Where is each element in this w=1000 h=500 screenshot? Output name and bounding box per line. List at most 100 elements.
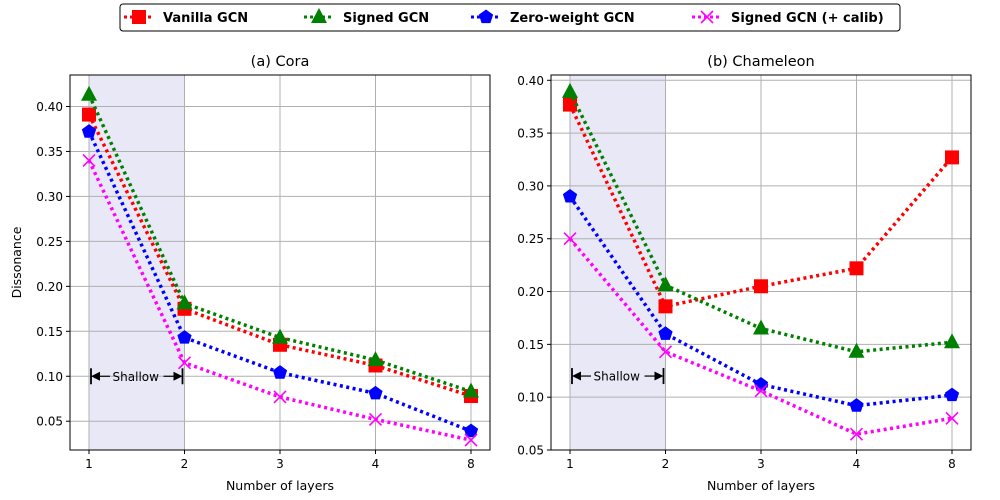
data-point-vanilla-gcn-2 — [658, 299, 673, 314]
y-tick-label-3: 0.20 — [517, 285, 544, 299]
y-tick-label-7: 0.40 — [36, 100, 63, 114]
data-point-signed-gcn-2 — [176, 294, 193, 310]
chart-title: (a) Cora — [251, 54, 310, 70]
y-tick-label-0: 0.05 — [36, 415, 63, 429]
x-tick-label-4: 4 — [372, 457, 380, 471]
data-point-signed-gcn-3 — [753, 319, 769, 335]
data-point-signed-gcn-2 — [657, 276, 674, 292]
data-point-zero-weight-gcn-8 — [944, 387, 960, 402]
series-line-zero-weight-gcn — [87, 130, 472, 433]
data-point-zero-weight-gcn-2 — [177, 330, 192, 344]
data-point-signed-gcn-calib-1 — [563, 232, 577, 246]
data-point-signed-gcn-calib-8 — [945, 411, 959, 425]
data-point-signed-gcn-calib-4 — [849, 427, 864, 441]
x-tick-label-2: 2 — [181, 457, 189, 471]
data-point-signed-gcn-calib-4 — [368, 412, 383, 426]
data-point-signed-gcn-8 — [463, 382, 479, 398]
x-tick-label-3: 3 — [276, 457, 284, 471]
shaded-region — [570, 75, 666, 450]
data-point-signed-gcn-calib-3-stroke-b — [754, 384, 768, 398]
data-point-zero-weight-gcn-4 — [849, 398, 864, 412]
legend-label-signed-gcn-calib: Signed GCN (+ calib) — [731, 11, 884, 26]
shallow-label: Shallow — [113, 370, 160, 384]
data-point-signed-gcn-8 — [944, 333, 960, 349]
y-tick-label-6: 0.35 — [36, 145, 63, 159]
y-tick-label-6: 0.35 — [517, 127, 544, 141]
data-point-signed-gcn-calib-8-stroke-b — [945, 411, 959, 425]
shallow-label: Shallow — [594, 370, 641, 384]
legend-marker-signed-gcn-calib — [700, 10, 714, 24]
y-tick-label-4: 0.25 — [517, 232, 544, 246]
data-point-zero-weight-gcn-3 — [753, 377, 769, 391]
data-point-signed-gcn-calib-1 — [82, 153, 96, 167]
data-point-signed-gcn-calib-1-stroke-b — [563, 232, 577, 246]
data-point-signed-gcn-1 — [81, 85, 97, 101]
data-point-zero-weight-gcn-8 — [463, 423, 479, 438]
x-axis-label: Number of layers — [226, 478, 334, 493]
legend-frame — [119, 3, 901, 32]
data-point-signed-gcn-4 — [367, 351, 384, 367]
x-tick-label-8: 8 — [467, 457, 475, 471]
data-point-signed-gcn-4 — [848, 342, 865, 358]
data-point-signed-gcn-calib-2-stroke-b — [658, 345, 673, 359]
data-point-signed-gcn-calib-8 — [464, 433, 478, 447]
data-point-vanilla-gcn-4 — [849, 261, 864, 276]
data-point-zero-weight-gcn-1 — [81, 124, 97, 138]
legend-label-signed-gcn: Signed GCN — [343, 11, 429, 26]
chart-title: (b) Chameleon — [707, 54, 814, 70]
x-tick-label-1: 1 — [85, 457, 93, 471]
data-point-signed-gcn-calib-4-stroke-b — [849, 427, 864, 441]
y-tick-label-5: 0.30 — [36, 190, 63, 204]
data-point-signed-gcn-calib-2 — [658, 345, 673, 359]
shallow-arrow-right-head — [654, 371, 664, 381]
series-line-vanilla-gcn — [87, 113, 472, 398]
data-point-zero-weight-gcn-1 — [562, 188, 578, 203]
data-point-signed-gcn-calib-3 — [273, 390, 287, 404]
chart-panel-cora: Shallow 1 2 3 4 8 0.05 0.10 0.15 0.20 0.25 0.30 0.35… — [9, 54, 491, 493]
shallow-arrow-right-head — [173, 371, 183, 381]
y-tick-label-7: 0.40 — [517, 74, 544, 88]
legend: Vanilla GCN Signed GCN Zero-weight GCN Sign… — [119, 3, 901, 32]
legend-marker-signed-gcn-calib-stroke-b — [700, 10, 714, 24]
data-point-signed-gcn-calib-4-stroke-b — [368, 412, 383, 426]
data-point-signed-gcn-calib-3-stroke-b — [273, 390, 287, 404]
data-point-signed-gcn-calib-8-stroke-b — [464, 433, 478, 447]
legend-marker-zero-weight-gcn — [478, 9, 494, 24]
legend-marker-signed-gcn — [311, 8, 327, 23]
data-point-signed-gcn-3 — [272, 328, 288, 344]
shallow-arrow-left-head — [91, 371, 100, 381]
data-point-signed-gcn-1 — [562, 82, 578, 98]
data-point-vanilla-gcn-1 — [563, 97, 577, 112]
series-line-signed-gcn-calib — [568, 237, 953, 436]
data-point-vanilla-gcn-8 — [945, 150, 959, 165]
y-tick-label-3: 0.20 — [36, 280, 63, 294]
legend-label-vanilla-gcn: Vanilla GCN — [163, 11, 248, 26]
legend-marker-vanilla-gcn — [132, 10, 146, 24]
y-tick-label-1: 0.10 — [517, 391, 544, 405]
data-point-vanilla-gcn-1 — [82, 107, 96, 122]
x-tick-label-3: 3 — [757, 457, 765, 471]
x-tick-label-8: 8 — [948, 457, 956, 471]
data-point-vanilla-gcn-3 — [754, 279, 768, 294]
data-point-zero-weight-gcn-3 — [272, 365, 288, 379]
y-tick-label-1: 0.10 — [36, 370, 63, 384]
series-line-signed-gcn — [87, 94, 472, 394]
data-point-signed-gcn-calib-3 — [754, 384, 768, 398]
y-axis-label: Dissonance — [9, 226, 24, 298]
legend-label-zero-weight-gcn: Zero-weight GCN — [510, 11, 635, 26]
x-tick-label-2: 2 — [662, 457, 670, 471]
y-tick-label-4: 0.25 — [36, 235, 63, 249]
x-axis-label: Number of layers — [707, 478, 815, 493]
data-point-zero-weight-gcn-4 — [368, 385, 383, 400]
x-tick-label-4: 4 — [853, 457, 861, 471]
data-point-signed-gcn-calib-2-stroke-b — [177, 356, 192, 370]
y-tick-label-0: 0.05 — [517, 444, 544, 458]
shallow-arrow-left-head — [572, 371, 581, 381]
data-point-signed-gcn-calib-2 — [177, 356, 192, 370]
y-tick-label-5: 0.30 — [517, 179, 544, 193]
x-tick-label-1: 1 — [566, 457, 574, 471]
y-tick-label-2: 0.15 — [36, 325, 63, 339]
data-point-zero-weight-gcn-2 — [658, 326, 673, 340]
data-point-signed-gcn-calib-1-stroke-b — [82, 153, 96, 167]
